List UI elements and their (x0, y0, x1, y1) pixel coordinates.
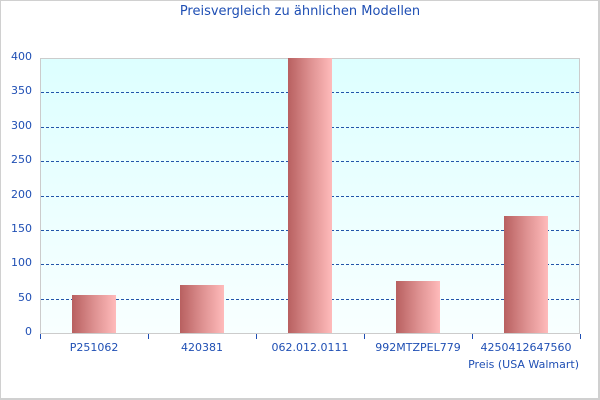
chart-title: Preisvergleich zu ähnlichen Modellen (179, 4, 421, 19)
y-tick-label: 150 (11, 221, 32, 235)
bar[interactable] (396, 280, 440, 333)
y-tick-label: 350 (11, 84, 32, 98)
x-tick-label: 062.012.0111 (271, 341, 349, 354)
x-axis-line (40, 333, 580, 334)
y-tick-label: 100 (11, 256, 32, 270)
y-tick-label: 400 (11, 50, 32, 63)
x-axis-label: Preis (USA Walmart) (468, 358, 579, 371)
x-tick (364, 334, 365, 339)
x-tick-label: 420381 (181, 341, 223, 354)
x-tick (256, 334, 257, 339)
x-tick-label: 992MTZPEL779 (375, 341, 461, 354)
bar[interactable] (504, 216, 548, 333)
y-tick-label: 50 (18, 290, 32, 304)
bar[interactable] (72, 295, 116, 333)
bar[interactable] (288, 58, 332, 333)
bar[interactable] (180, 284, 224, 333)
y-tick-label: 300 (11, 118, 32, 132)
x-tick (40, 334, 41, 339)
y-tick-label: 250 (11, 153, 32, 167)
y-tick-label: 0 (25, 325, 32, 338)
x-tick-label: 4250412647560 (480, 341, 572, 354)
y-tick-label: 200 (11, 187, 32, 201)
x-tick-label: P251062 (69, 341, 119, 354)
x-tick (580, 334, 581, 339)
x-tick (148, 334, 149, 339)
x-tick (472, 334, 473, 339)
